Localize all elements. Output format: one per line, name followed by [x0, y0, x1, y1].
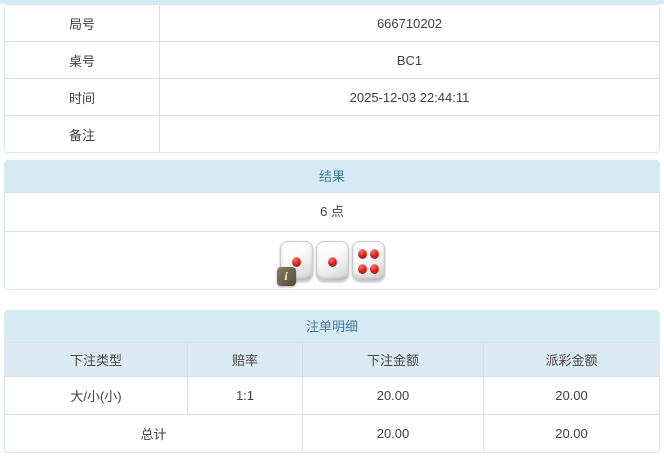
- table-no-value: BC1: [159, 41, 659, 79]
- die-2[interactable]: [315, 240, 349, 281]
- top-header-strip: [0, 0, 664, 4]
- result-points-text: 6 点: [5, 193, 659, 232]
- round-info-table: 局号 666710202 桌号 BC1 时间 2025-12-03 22:44:…: [5, 5, 659, 152]
- die-pip: [369, 248, 379, 259]
- result-panel: 结果 6 点 i: [4, 160, 660, 290]
- time-value: 2025-12-03 22:44:11: [159, 78, 659, 116]
- bet-type-value: 大/小(小): [5, 376, 188, 415]
- round-id-label: 局号: [5, 5, 160, 42]
- die-1[interactable]: i: [276, 240, 313, 286]
- die-pip: [291, 256, 301, 267]
- result-section-title: 结果: [5, 161, 659, 193]
- column-header-payout: 派彩金额: [483, 343, 659, 377]
- bet-amount-value: 20.00: [302, 376, 484, 415]
- total-label: 总计: [5, 414, 303, 452]
- info-icon[interactable]: i: [276, 266, 296, 286]
- table-no-label: 桌号: [5, 41, 160, 79]
- die-pip: [357, 263, 367, 274]
- table-row: 桌号 BC1: [5, 41, 659, 79]
- total-bet-amount: 20.00: [302, 414, 484, 452]
- die-pip: [369, 263, 379, 274]
- time-label: 时间: [5, 78, 160, 116]
- bet-detail-table: 下注类型 赔率 下注金额 派彩金额 大/小(小) 1:1 20.00 20.00…: [5, 343, 659, 452]
- remark-label: 备注: [5, 115, 160, 152]
- die-pip: [327, 256, 337, 267]
- die-3[interactable]: [351, 240, 385, 281]
- bet-detail-panel: 注单明细 下注类型 赔率 下注金额 派彩金额 大/小(小) 1:1 20.00 …: [4, 310, 660, 453]
- table-row: 时间 2025-12-03 22:44:11: [5, 78, 659, 116]
- table-header-row: 下注类型 赔率 下注金额 派彩金额: [5, 343, 659, 377]
- table-total-row: 总计 20.00 20.00: [5, 414, 659, 452]
- table-row: 备注: [5, 115, 659, 152]
- round-id-value: 666710202: [159, 5, 659, 42]
- table-row: 局号 666710202: [5, 5, 659, 42]
- total-payout: 20.00: [483, 414, 659, 452]
- bet-detail-section-title: 注单明细: [5, 311, 659, 343]
- column-header-bet-amount: 下注金额: [302, 343, 484, 377]
- round-info-panel: 局号 666710202 桌号 BC1 时间 2025-12-03 22:44:…: [4, 4, 660, 153]
- payout-value: 20.00: [483, 376, 659, 415]
- odds-value: 1:1: [187, 376, 303, 415]
- die-pip: [357, 248, 367, 259]
- remark-value: [159, 115, 659, 152]
- column-header-odds: 赔率: [187, 343, 303, 377]
- column-header-bet-type: 下注类型: [5, 343, 188, 377]
- table-row: 大/小(小) 1:1 20.00 20.00: [5, 376, 659, 415]
- dice-row: i: [5, 232, 659, 289]
